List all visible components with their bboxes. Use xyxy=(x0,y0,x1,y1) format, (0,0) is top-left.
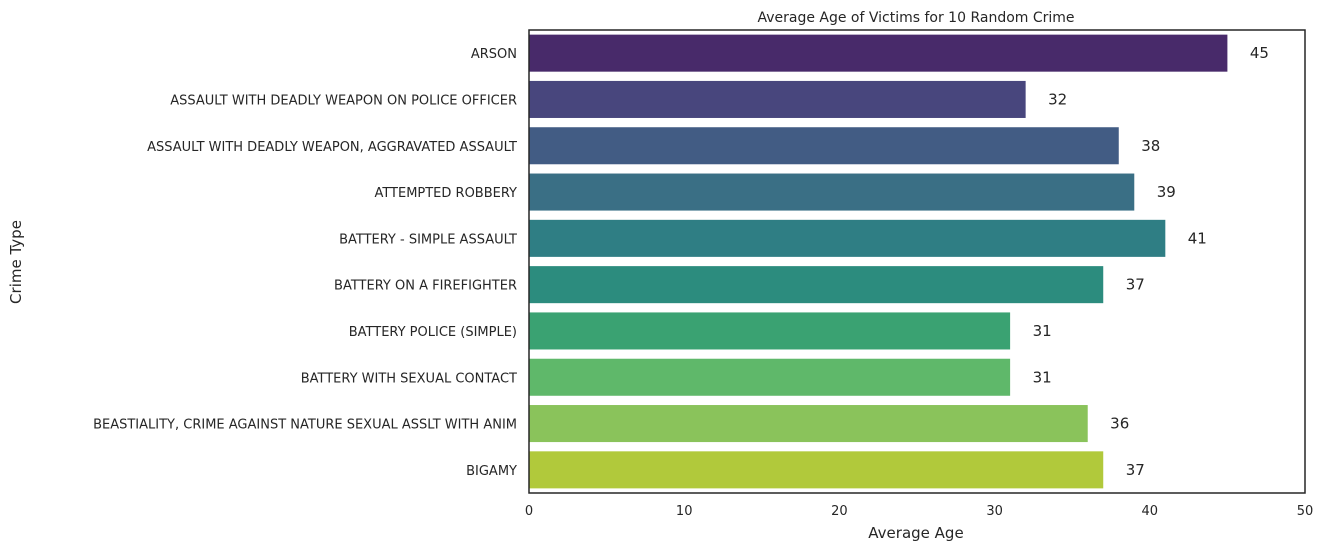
y-tick-labels: ARSON ASSAULT WITH DEADLY WEAPON ON POLIC… xyxy=(93,47,517,479)
bar xyxy=(529,34,1228,72)
bar xyxy=(529,173,1135,211)
bar-value-label: 36 xyxy=(1110,415,1129,433)
x-axis-label: Average Age xyxy=(868,524,963,542)
bar xyxy=(529,219,1166,257)
bar-value-label: 37 xyxy=(1126,276,1145,294)
y-tick-label: BATTERY POLICE (SIMPLE) xyxy=(349,325,517,340)
bar xyxy=(529,405,1088,443)
y-tick-label: ARSON xyxy=(471,47,517,62)
x-tick-label: 0 xyxy=(525,504,533,519)
bar-value-label: 31 xyxy=(1033,322,1052,340)
plot-frame xyxy=(528,29,1306,494)
y-tick-label: ASSAULT WITH DEADLY WEAPON, AGGRAVATED A… xyxy=(147,140,517,155)
bar-value-label: 45 xyxy=(1250,44,1269,62)
x-tick-label: 40 xyxy=(1142,504,1159,519)
bar xyxy=(529,266,1104,304)
y-tick-label: BATTERY ON A FIREFIGHTER xyxy=(334,279,517,294)
bar xyxy=(529,451,1104,489)
bar-value-label: 39 xyxy=(1157,183,1176,201)
bar-value-label: 38 xyxy=(1141,137,1160,155)
y-tick-label: ATTEMPTED ROBBERY xyxy=(374,186,517,201)
bar-value-label: 37 xyxy=(1126,461,1145,479)
bars-group xyxy=(529,34,1228,489)
bar-value-label: 41 xyxy=(1188,229,1207,247)
x-tick-label: 20 xyxy=(831,504,848,519)
y-tick-label: BIGAMY xyxy=(466,464,517,479)
y-tick-label: BATTERY - SIMPLE ASSAULT xyxy=(339,232,517,247)
chart-title: Average Age of Victims for 10 Random Cri… xyxy=(757,10,1074,26)
x-tick-labels: 0 10 20 30 40 50 xyxy=(525,504,1313,519)
bar-value-label: 31 xyxy=(1033,368,1052,386)
bar-value-label: 32 xyxy=(1048,90,1067,108)
x-tick-label: 30 xyxy=(986,504,1003,519)
y-tick-label: ASSAULT WITH DEADLY WEAPON ON POLICE OFF… xyxy=(170,93,517,108)
x-tick-label: 50 xyxy=(1297,504,1314,519)
bar xyxy=(529,358,1011,396)
bar-value-labels: 45 32 38 39 41 37 31 31 36 37 xyxy=(1033,44,1269,479)
bar xyxy=(529,80,1026,118)
y-axis-label: Crime Type xyxy=(7,220,25,304)
y-tick-label: BATTERY WITH SEXUAL CONTACT xyxy=(301,371,517,386)
y-tick-label: BEASTIALITY, CRIME AGAINST NATURE SEXUAL… xyxy=(93,418,517,433)
bar xyxy=(529,127,1119,165)
x-tick-label: 10 xyxy=(676,504,693,519)
bar xyxy=(529,312,1011,350)
